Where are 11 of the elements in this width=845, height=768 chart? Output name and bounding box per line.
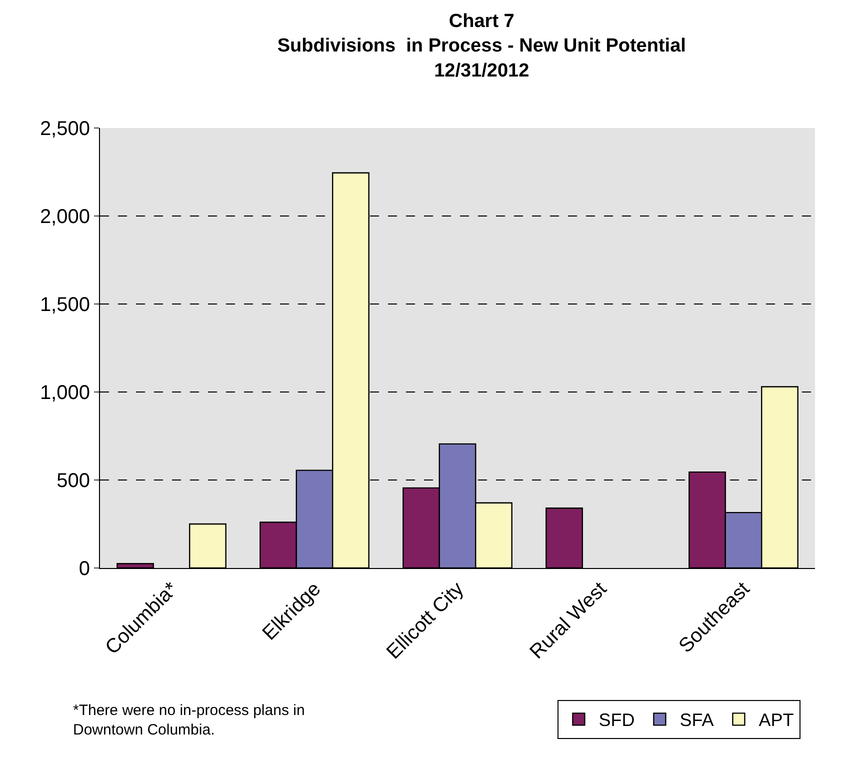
- legend-label: SFD: [598, 710, 635, 730]
- y-tick-label: 1,500: [40, 294, 90, 316]
- legend-label: SFA: [680, 710, 714, 730]
- legend-label: APT: [758, 710, 794, 730]
- chart-title: Chart 7 Subdivisions in Process - New Unit Potential 12/31/2012: [277, 10, 686, 82]
- y-tick-label: 500: [56, 470, 90, 492]
- y-tick-label: 2,000: [40, 206, 90, 228]
- y-tick-label: 2,500: [40, 118, 90, 140]
- y-tick-label: 0: [78, 558, 90, 580]
- y-tick-label: 1,000: [40, 382, 90, 404]
- text: *There were no in-process plans in Downtown Columbia.: [73, 702, 305, 738]
